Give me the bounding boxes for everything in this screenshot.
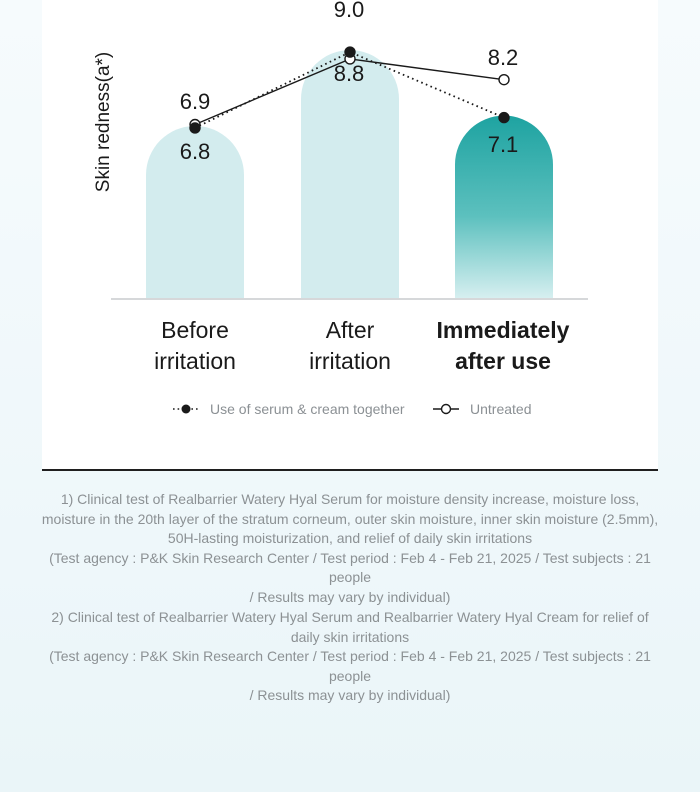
data-label-0-1: 9.0: [334, 0, 365, 22]
category-label-1: After: [326, 317, 375, 343]
legend-label-serum: Use of serum & cream together: [210, 401, 405, 417]
category-label-2: Immediately: [437, 317, 570, 343]
solid-open-marker-icon: [433, 403, 459, 415]
bar-0: [146, 125, 244, 298]
category-label-1: irritation: [309, 348, 391, 374]
section-divider: [42, 469, 658, 471]
series-1-point-2: [498, 73, 510, 86]
legend-item-serum: Use of serum & cream together: [172, 398, 405, 420]
bar-1: [301, 50, 399, 298]
series-0-point-2: [498, 111, 510, 124]
footnote-1-line: / Results may vary by individual): [249, 588, 451, 605]
footnote-1-line: 50H-lasting moisturization, and relief o…: [167, 530, 533, 547]
category-label-0: Before: [161, 317, 229, 343]
legend-label-untreated: Untreated: [470, 401, 532, 417]
footnote-2-line: (Test agency : P&K Skin Research Center …: [49, 648, 651, 684]
data-label-1-1: 8.8: [334, 61, 365, 86]
footnote-1-line: 1) Clinical test of Realbarrier Watery H…: [60, 491, 640, 507]
data-label-0-0: 6.8: [180, 139, 211, 164]
footnote-2: 2) Clinical test of Realbarrier Watery H…: [30, 608, 670, 706]
footnote-2-line: / Results may vary by individual): [249, 687, 451, 704]
category-label-0: irritation: [154, 348, 236, 374]
series-0-point-0: [189, 122, 201, 134]
data-label-0-2: 7.1: [488, 132, 519, 157]
series-0-point-1: [344, 46, 356, 58]
footnote-1-line: (Test agency : P&K Skin Research Center …: [49, 549, 651, 586]
y-axis-label: Skin redness(a*): [93, 52, 114, 192]
footnote-2-line: daily skin irritations: [290, 628, 410, 645]
bar-2: [455, 115, 553, 298]
category-label-2: after use: [455, 348, 551, 374]
legend-item-untreated: Untreated: [432, 398, 531, 420]
data-label-1-2: 8.2: [488, 45, 519, 70]
redness-chart: 6.8 9.0 7.1 6.9 8.8 8.2 Before irritation After…: [93, 0, 588, 374]
data-label-1-0: 6.9: [180, 89, 211, 114]
footnote-2-line: 2) Clinical test of Realbarrier Watery H…: [51, 609, 649, 625]
dotted-filled-marker-icon: [173, 404, 199, 414]
footnote-1: 1) Clinical test of Realbarrier Watery H…: [30, 490, 670, 608]
footnote-1-line: moisture in the 20th layer of the stratu…: [41, 510, 659, 527]
